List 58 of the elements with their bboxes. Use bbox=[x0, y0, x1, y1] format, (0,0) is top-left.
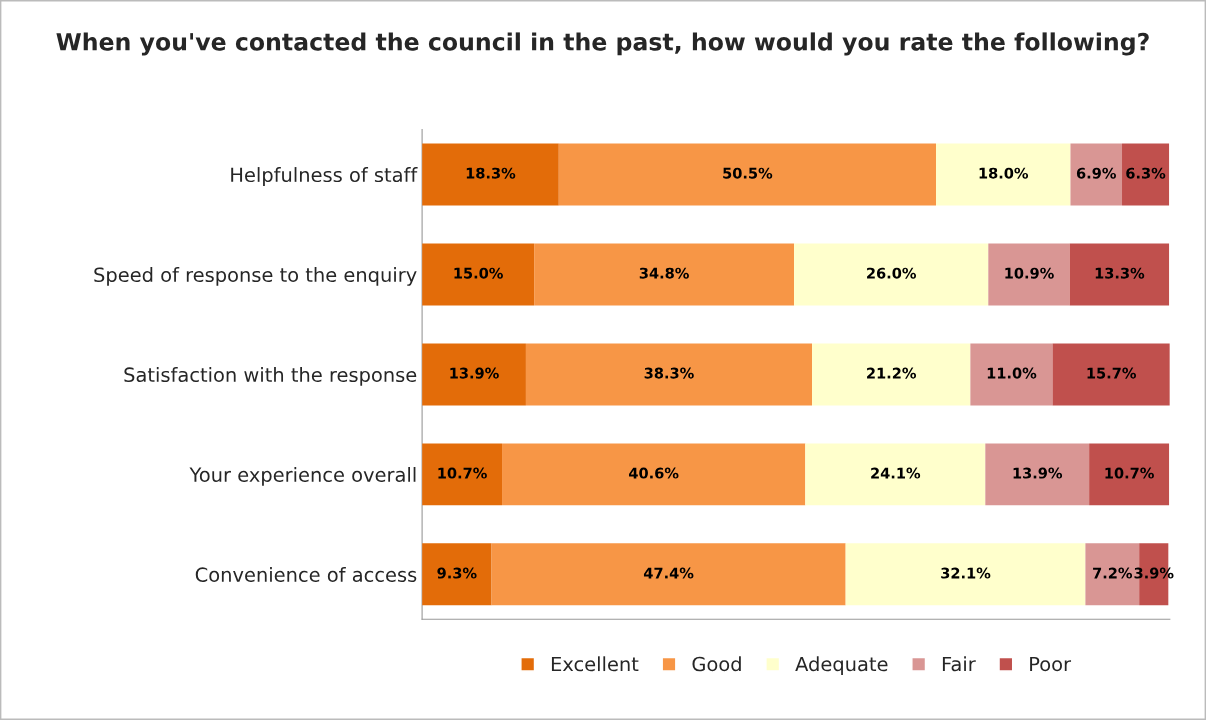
data-label: 24.1% bbox=[871, 467, 921, 479]
data-label: 21.2% bbox=[867, 367, 917, 379]
legend-label: Excellent bbox=[551, 656, 639, 672]
bar bbox=[534, 243, 795, 306]
bar bbox=[502, 443, 806, 506]
legend-label: Good bbox=[692, 656, 741, 672]
data-label: 6.9% bbox=[1076, 167, 1116, 179]
legend-label: Poor bbox=[1030, 656, 1072, 672]
y-tick-label: Convenience of access bbox=[195, 566, 417, 583]
data-label: 11.0% bbox=[987, 367, 1037, 379]
data-label: 10.9% bbox=[1005, 267, 1054, 279]
bar bbox=[985, 443, 1090, 506]
data-label: 13.9% bbox=[1013, 467, 1063, 479]
bar bbox=[422, 143, 559, 206]
data-label: 7.2% bbox=[1093, 567, 1133, 579]
y-tick-label: Satisfaction with the response bbox=[124, 367, 417, 386]
chart-title: When you've contacted the council in the past, how would you rate the following? bbox=[56, 32, 1149, 56]
y-tick-label: Speed of response to the enquiry bbox=[94, 267, 417, 286]
legend-label: Fair bbox=[942, 656, 976, 672]
data-label: 34.8% bbox=[639, 267, 689, 279]
y-tick-label: Helpfulness of staff bbox=[231, 167, 418, 186]
bar bbox=[988, 243, 1070, 306]
bar bbox=[558, 143, 937, 206]
y-tick-label: Your experience overall bbox=[189, 466, 416, 486]
bar bbox=[805, 443, 986, 506]
bar bbox=[1089, 443, 1170, 506]
data-label: 18.3% bbox=[466, 167, 516, 179]
bar bbox=[422, 243, 535, 306]
data-label: 26.0% bbox=[867, 267, 917, 279]
bar bbox=[422, 443, 503, 506]
bar bbox=[491, 543, 846, 606]
bar bbox=[1069, 243, 1170, 306]
data-label: 6.3% bbox=[1126, 167, 1166, 179]
bar bbox=[422, 543, 492, 606]
bar bbox=[525, 343, 813, 406]
bar bbox=[1070, 143, 1123, 206]
data-label: 15.0% bbox=[454, 267, 503, 279]
data-label: 10.7% bbox=[1105, 467, 1154, 479]
data-label: 50.5% bbox=[723, 167, 773, 179]
bar bbox=[812, 343, 971, 406]
legend-label: Adequate bbox=[795, 656, 888, 676]
data-label: 10.7% bbox=[438, 467, 487, 479]
bar bbox=[970, 343, 1053, 406]
bar bbox=[845, 543, 1086, 606]
data-label: 38.3% bbox=[644, 367, 694, 379]
data-label: 13.3% bbox=[1095, 267, 1145, 279]
data-label: 18.0% bbox=[979, 167, 1029, 179]
data-label: 40.6% bbox=[629, 467, 679, 479]
data-label: 13.9% bbox=[450, 367, 499, 379]
bar bbox=[1052, 343, 1170, 406]
bar bbox=[936, 143, 1071, 206]
bar bbox=[422, 343, 526, 406]
data-label: 15.7% bbox=[1087, 367, 1137, 379]
bar bbox=[794, 243, 989, 306]
data-label: 9.3% bbox=[437, 567, 477, 579]
data-label: 47.4% bbox=[643, 567, 694, 579]
bar bbox=[1122, 143, 1170, 206]
data-label: 32.1% bbox=[941, 567, 991, 579]
